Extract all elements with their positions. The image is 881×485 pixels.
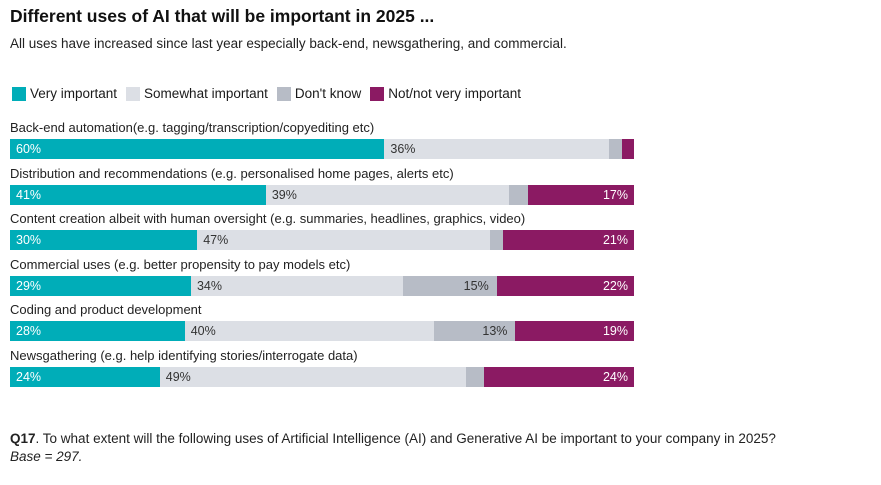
bar-row: 30% 47% 21%: [10, 230, 634, 251]
question-text: . To what extent will the following uses…: [35, 431, 776, 446]
legend-swatch: [276, 86, 291, 101]
bar-row: 60% 36%: [10, 139, 634, 159]
bar-segment-somewhat-important: 34%: [190, 275, 404, 296]
base-note: Base = 297.: [10, 449, 83, 464]
category-label: Coding and product development: [10, 302, 202, 318]
category-label: Content creation albeit with human overs…: [10, 211, 526, 227]
data-label: 22%: [602, 278, 628, 293]
data-label: 19%: [602, 324, 628, 339]
legend-label: Very important: [30, 86, 118, 101]
data-label: 39%: [271, 187, 297, 202]
legend-item-dont-know: Don't know: [276, 86, 362, 101]
legend-label: Not/not very important: [388, 86, 522, 101]
category-label: Distribution and recommendations (e.g. p…: [10, 165, 454, 181]
data-label: 60%: [16, 142, 42, 156]
bar-segment-don-t-know: 15%: [403, 275, 497, 296]
bar-segment-not-not-very-important: 22%: [496, 275, 634, 296]
legend-item-not-important: Not/not very important: [370, 86, 521, 101]
bar-segment-not-not-very-important: 17%: [527, 184, 634, 205]
bar-segment-don-t-know: [509, 184, 528, 205]
bar-segment-not-not-very-important: [621, 139, 634, 159]
bar-segment-very-important: 41%: [10, 184, 266, 205]
chart-title: Different uses of AI that will be import…: [10, 6, 435, 26]
bar-segment-somewhat-important: 36%: [384, 139, 610, 159]
legend-label: Somewhat important: [144, 86, 268, 101]
legend-swatch: [126, 86, 141, 101]
legend-swatch: [370, 86, 385, 101]
question-id: Q17: [10, 431, 36, 446]
bar-segment-somewhat-important: 40%: [184, 321, 435, 342]
bar-segment-very-important: 30%: [10, 230, 198, 251]
bar-row: 28% 40% 13% 19%: [10, 321, 634, 342]
bar-segment-not-not-very-important: 21%: [502, 230, 634, 251]
legend-item-very-important: Very important: [12, 86, 117, 101]
bar-segment-very-important: 24%: [10, 367, 160, 387]
data-label: 29%: [16, 278, 42, 293]
data-label: 21%: [602, 233, 628, 248]
data-label: 24%: [16, 370, 42, 384]
bar-segment-very-important: 29%: [10, 275, 191, 296]
data-label: 34%: [196, 278, 222, 293]
data-label: 24%: [602, 370, 628, 384]
question-line: Q17. To what extent will the following u…: [10, 430, 776, 448]
data-label: 49%: [165, 370, 191, 384]
data-label: 13%: [482, 324, 508, 339]
data-label: 17%: [602, 187, 628, 202]
legend-label: Don't know: [294, 86, 362, 101]
data-label: 47%: [203, 233, 229, 248]
bar-segment-somewhat-important: 39%: [265, 184, 510, 205]
stacked-bar-chart: Back-end automation(e.g. tagging/transcr…: [10, 120, 650, 400]
data-label: 41%: [16, 187, 42, 202]
bar-segment-very-important: 60%: [10, 139, 385, 159]
data-label: 40%: [190, 324, 216, 339]
bar-segment-don-t-know: 13%: [434, 321, 516, 342]
bar-segment-not-not-very-important: 24%: [484, 367, 634, 387]
bar-segment-somewhat-important: 47%: [197, 230, 491, 251]
chart-subtitle: All uses have increased since last year …: [10, 36, 567, 51]
legend-item-somewhat-important: Somewhat important: [126, 86, 268, 101]
bar-row: 41% 39% 17%: [10, 184, 634, 205]
bar-segment-don-t-know: [609, 139, 622, 159]
legend-swatch: [12, 86, 26, 101]
bar-segment-somewhat-important: 49%: [159, 367, 466, 387]
bar-segment-not-not-very-important: 19%: [515, 321, 634, 342]
bar-segment-very-important: 28%: [10, 321, 185, 342]
bar-segment-don-t-know: [490, 230, 503, 251]
bar-segment-don-t-know: [465, 367, 485, 387]
chart-footnote: Q17. To what extent will the following u…: [10, 430, 776, 466]
bar-row: 29% 34% 15% 22%: [10, 275, 634, 296]
data-label: 30%: [16, 233, 42, 248]
data-label: 28%: [16, 324, 42, 339]
bar-row: 24% 49% 24%: [10, 367, 634, 387]
category-label: Back-end automation(e.g. tagging/transcr…: [10, 120, 375, 135]
data-label: 36%: [390, 142, 416, 156]
category-label: Commercial uses (e.g. better propensity …: [10, 256, 351, 272]
chart-legend: Very important Somewhat important Don't …: [12, 86, 530, 101]
data-label: 15%: [463, 278, 489, 293]
category-label: Newsgathering (e.g. help identifying sto…: [10, 348, 358, 363]
